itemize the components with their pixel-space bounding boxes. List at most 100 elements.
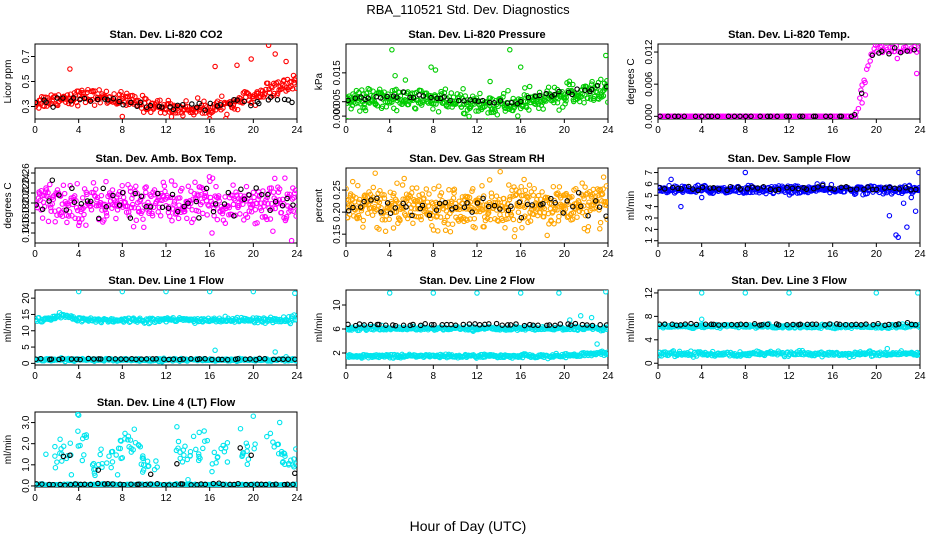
point-all: [67, 66, 73, 72]
point-all: [418, 213, 424, 220]
point-all: [252, 206, 259, 213]
y-tick-label: 0.000: [332, 103, 343, 128]
point-all: [269, 85, 275, 91]
x-tick-label: 0: [343, 249, 349, 260]
point-all: [900, 200, 907, 206]
point-hourly: [400, 89, 407, 95]
point-hourly: [565, 321, 571, 327]
y-tick-label: 0.7: [21, 49, 32, 63]
point-all: [139, 208, 145, 214]
point-all: [556, 184, 563, 190]
y-tick-label: 10: [21, 325, 32, 337]
point-upper: [292, 461, 297, 467]
point-hourly: [123, 356, 129, 363]
x-tick-label: 24: [914, 371, 926, 382]
point-hourly: [81, 95, 88, 102]
point-hourly: [466, 321, 473, 327]
point-all: [597, 226, 603, 232]
panel-title: Stan. Dev. Line 4 (LT) Flow: [97, 397, 236, 409]
point-hourly: [426, 212, 433, 219]
point-all: [145, 199, 151, 206]
point-hourly: [702, 321, 709, 327]
point-all: [357, 108, 363, 114]
point-hourly: [831, 186, 838, 192]
x-tick-label: 0: [343, 125, 349, 136]
point-all: [589, 78, 595, 85]
point-hourly: [760, 184, 767, 190]
point-all: [394, 180, 400, 186]
point-hourly: [838, 184, 844, 191]
point-hourly: [725, 113, 732, 119]
point-upper: [200, 445, 206, 452]
plot-frame: [34, 289, 298, 366]
point-hourly: [147, 102, 154, 109]
point-hourly: [106, 356, 112, 362]
x-tick-label: 16: [827, 249, 839, 260]
point-hourly: [799, 113, 806, 119]
point-upper: [276, 419, 283, 426]
point-all: [243, 183, 250, 190]
point-upper: [286, 314, 292, 320]
point-all: [140, 109, 147, 115]
point-hourly: [710, 185, 717, 191]
point-hourly: [744, 186, 751, 192]
point-all: [244, 214, 251, 220]
point-upper: [181, 452, 187, 458]
point-all: [485, 110, 491, 116]
point-hourly: [400, 322, 407, 329]
point-hourly: [878, 48, 885, 55]
point-all: [501, 199, 508, 206]
point-hourly: [575, 190, 582, 196]
point-all: [480, 207, 486, 213]
point-upper: [206, 290, 213, 295]
point-hourly: [212, 201, 219, 207]
point-all: [187, 200, 194, 207]
point-hourly: [913, 186, 919, 193]
point-hourly: [480, 195, 486, 202]
point-all: [149, 212, 156, 219]
points: [35, 44, 297, 119]
point-hourly: [120, 101, 126, 108]
point-upper: [75, 290, 82, 295]
x-tick-label: 24: [291, 371, 303, 382]
point-hourly: [452, 322, 459, 329]
point-upper: [430, 290, 437, 296]
point-upper: [108, 464, 114, 471]
x-tick-label: 16: [204, 249, 216, 260]
point-upper: [182, 443, 188, 450]
x-tick-label: 0: [32, 249, 38, 260]
point-upper: [118, 455, 124, 462]
point-hourly: [486, 321, 492, 327]
point-all: [597, 219, 604, 226]
point-all: [421, 195, 427, 201]
point-hourly: [367, 321, 374, 328]
point-all: [83, 222, 89, 228]
point-all: [219, 93, 225, 99]
point-all: [247, 201, 253, 208]
point-all: [288, 207, 294, 214]
point-hourly: [881, 185, 888, 191]
panel-title: Stan. Dev. Li-820 Temp.: [728, 29, 850, 41]
point-all: [128, 204, 135, 211]
x-tick-label: 8: [431, 249, 437, 260]
point-hourly: [775, 322, 782, 328]
point-all: [423, 186, 430, 192]
point-all: [442, 217, 448, 224]
point-all: [604, 199, 608, 205]
point-hourly: [584, 322, 590, 328]
panel-title: Stan. Dev. Li-820 CO2: [110, 29, 223, 41]
point-hourly: [116, 202, 123, 208]
point-hourly: [292, 356, 297, 362]
y-tick-label: 0.24: [21, 173, 32, 193]
point-all: [603, 183, 608, 189]
point-all: [248, 56, 254, 62]
point-all: [376, 199, 383, 206]
point-hourly: [858, 90, 865, 97]
point-hourly: [189, 101, 195, 107]
point-hourly: [597, 322, 603, 328]
point-upper: [698, 290, 705, 296]
point-hourly: [536, 92, 543, 99]
point-upper: [137, 443, 144, 450]
